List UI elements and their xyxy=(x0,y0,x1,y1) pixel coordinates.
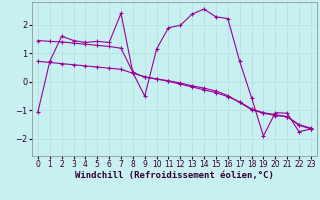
X-axis label: Windchill (Refroidissement éolien,°C): Windchill (Refroidissement éolien,°C) xyxy=(75,171,274,180)
